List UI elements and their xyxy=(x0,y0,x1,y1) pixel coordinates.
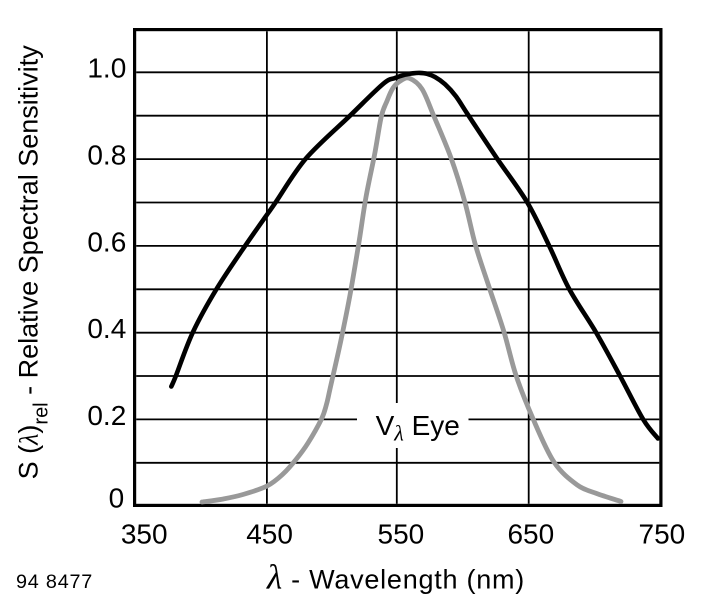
svg-text:550: 550 xyxy=(378,519,425,550)
svg-text:0.6: 0.6 xyxy=(87,226,126,257)
svg-text:λ - Wavelength (nm): λ - Wavelength (nm) xyxy=(266,558,525,597)
svg-text:0.2: 0.2 xyxy=(87,400,126,431)
svg-text:Vλ Eye: Vλ Eye xyxy=(376,410,460,446)
svg-text:0.4: 0.4 xyxy=(87,313,126,344)
svg-text:450: 450 xyxy=(246,519,293,550)
svg-text:650: 650 xyxy=(507,519,554,550)
svg-text:750: 750 xyxy=(639,519,686,550)
svg-text:350: 350 xyxy=(121,519,168,550)
svg-text:0: 0 xyxy=(109,482,125,513)
svg-text:0.8: 0.8 xyxy=(87,140,126,171)
svg-text:1.0: 1.0 xyxy=(87,53,126,84)
svg-text:94 8477: 94 8477 xyxy=(16,571,93,593)
